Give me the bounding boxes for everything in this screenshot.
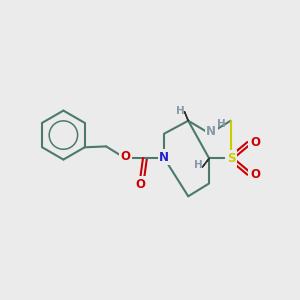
- Text: O: O: [250, 168, 260, 181]
- Text: O: O: [135, 178, 146, 191]
- Text: S: S: [227, 152, 236, 165]
- Text: O: O: [250, 136, 260, 149]
- Text: N: N: [159, 151, 169, 164]
- Text: O: O: [121, 150, 130, 163]
- Polygon shape: [202, 158, 209, 167]
- Polygon shape: [184, 111, 188, 121]
- Text: H: H: [217, 119, 225, 129]
- Text: H: H: [194, 160, 203, 170]
- Text: N: N: [206, 125, 216, 138]
- Text: H: H: [176, 106, 185, 116]
